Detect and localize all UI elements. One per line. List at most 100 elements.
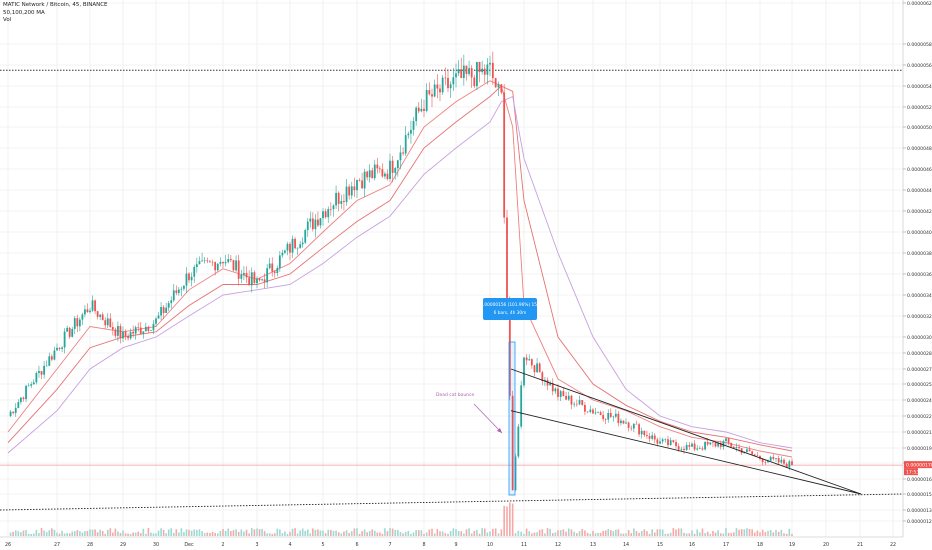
candle-body [565, 395, 567, 400]
volume-bar [157, 530, 160, 536]
volume-bar [299, 530, 301, 536]
volume-bar [361, 531, 363, 536]
volume-bar [206, 532, 209, 536]
ma-indicator-label[interactable]: 50,100,200 MA [3, 9, 45, 16]
price-axis[interactable]: 0.00000620 0.00000580 0.00000560 0.00000540… [902, 0, 932, 537]
volume-bar [523, 533, 525, 536]
time-tick-label: 10 [487, 542, 493, 548]
trendlines[interactable] [0, 368, 904, 511]
volume-bar [296, 533, 299, 536]
candle-body [549, 382, 552, 386]
candle-body [653, 435, 656, 440]
volume-bar [263, 531, 266, 536]
volume-bar [410, 533, 412, 536]
candle-body [706, 441, 709, 445]
volume-bar [683, 532, 685, 536]
candle-body [12, 411, 15, 413]
volume-bar [643, 529, 646, 536]
candle-body [358, 179, 361, 181]
candle-body [314, 219, 317, 230]
candle-body [73, 318, 76, 329]
candle-body [222, 261, 224, 264]
volume-bar [127, 533, 129, 536]
time-tick-label: 17 [723, 542, 729, 548]
candle-body [350, 186, 353, 196]
candle-body [71, 328, 74, 337]
volume-bar [373, 530, 376, 536]
candle-body [455, 73, 457, 78]
candle-body [672, 440, 675, 443]
time-axis[interactable]: 26 27 28 29 30 Dec 2 3 4 5 6 7 8 9 10 11 12 13 14 15 16 17 18 1… [0, 536, 903, 548]
candle-body [378, 168, 381, 170]
volume-bar [114, 528, 117, 536]
time-tick-label: 13 [590, 542, 596, 548]
volume-bar [775, 529, 777, 536]
candle-body [683, 448, 685, 450]
candle-body [483, 68, 486, 75]
candle-body [460, 69, 463, 78]
candle-body [106, 318, 109, 326]
volume-bar [160, 528, 162, 536]
time-tick-label: 7 [388, 542, 391, 548]
volume-bar [746, 528, 748, 536]
volume-bar [664, 533, 667, 536]
candle-body [478, 61, 481, 73]
volume-bar [478, 533, 481, 536]
candle-body [96, 311, 99, 317]
candle-body [386, 173, 389, 179]
volume-bar [240, 529, 243, 536]
price-tick-label: 0.00000126 [907, 519, 932, 525]
candle-body [353, 186, 356, 191]
volume-bar [455, 529, 457, 536]
measure-range-box [508, 341, 516, 496]
volume-bar [567, 528, 570, 536]
volume-bar [706, 531, 709, 536]
volume-bar [258, 529, 261, 536]
volume-bar [14, 530, 17, 536]
symbol-title[interactable]: MATIC Network / Bitcoin, 45, BINANCE [3, 2, 108, 8]
volume-bar [620, 533, 622, 536]
volume-bar [425, 532, 428, 536]
measure-tool[interactable]: 0.00000156 (101.96%) 156 6 bars, 4h 30m De… [436, 298, 540, 496]
volume-bar [517, 530, 520, 536]
volume-bar [525, 528, 528, 536]
volume-bar [71, 531, 74, 536]
candle-body [698, 448, 701, 450]
chart-legend: MATIC Network / Bitcoin, 45, BINANCE 50,… [3, 2, 108, 25]
price-tick-label: 0.00000255 [907, 382, 932, 388]
volume-bar [248, 533, 250, 536]
volume-bar [646, 531, 648, 536]
candle-body [638, 424, 640, 435]
candle-body [335, 192, 337, 206]
time-tick-label: 18 [757, 542, 763, 548]
volume-bar [22, 530, 25, 536]
time-tick-label: 4 [288, 542, 291, 548]
volume-bar [183, 532, 185, 536]
volume-bar [672, 528, 675, 536]
measure-label-price: 0.00000156 (101.96%) 156 [480, 302, 540, 308]
volume-bar [486, 532, 489, 536]
countdown-value: 17:53 [906, 470, 919, 476]
candle-body [523, 357, 525, 386]
candle-body [632, 423, 635, 429]
candle-body [332, 205, 335, 210]
candle-body [546, 379, 549, 386]
candle-body [680, 448, 683, 450]
volume-indicator-label[interactable]: Vol [3, 17, 12, 24]
candle-body [489, 62, 491, 65]
time-tick-label: 8 [422, 542, 425, 548]
time-tick-label: 27 [54, 542, 60, 548]
time-tick-label: 16 [689, 542, 695, 548]
volume-bar [84, 531, 86, 536]
candle-body [337, 192, 340, 204]
volume-bar [294, 528, 296, 536]
candle-body [343, 200, 345, 202]
volume-bar [152, 533, 155, 536]
candle-body [345, 186, 348, 202]
candle-body [304, 230, 307, 243]
candle-body [261, 279, 263, 281]
candle-body [284, 250, 286, 253]
volume-bar [756, 530, 759, 536]
candle-body [245, 272, 248, 278]
